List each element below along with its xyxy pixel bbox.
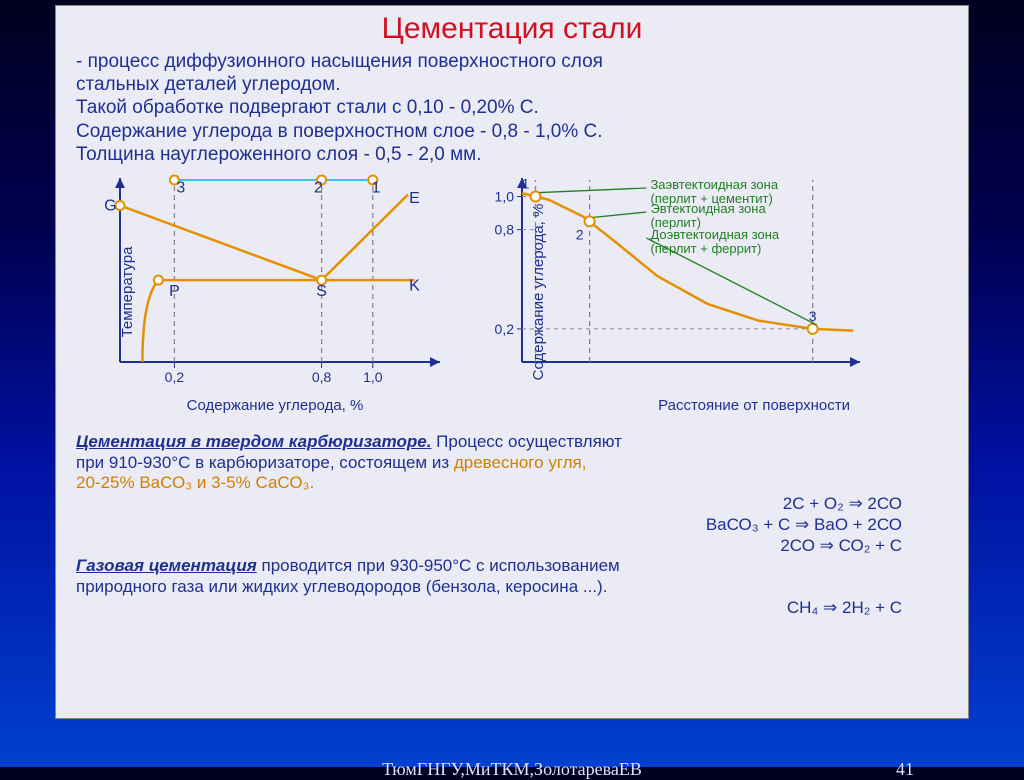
svg-text:1,0: 1,0 bbox=[495, 188, 515, 204]
svg-text:0,8: 0,8 bbox=[312, 369, 332, 385]
svg-text:0,2: 0,2 bbox=[165, 369, 185, 385]
intro-line: - процесс диффузионного насыщения поверх… bbox=[76, 51, 603, 72]
svg-text:P: P bbox=[169, 283, 180, 300]
equation: ВаСО₃ + С ⇒ ВаО + 2СО bbox=[76, 515, 902, 536]
p2-line: при 910-930°С в карбюризаторе, состоящем… bbox=[76, 453, 454, 472]
chart2-ylabel: Содержание углерода, % bbox=[530, 204, 547, 381]
svg-text:1,0: 1,0 bbox=[363, 369, 383, 385]
svg-text:E: E bbox=[409, 190, 420, 207]
footer-page-number: 41 bbox=[896, 759, 914, 780]
p2-orange: 20-25% ВаСО₃ и 3-5% СаСО₃. bbox=[76, 473, 314, 492]
chart1-svg: 0,2 0,8 1,0 1 2 3 G E P S K bbox=[90, 170, 460, 390]
footer-center: ТюмГНГУ,МиТКМ,ЗолотареваЕВ bbox=[0, 759, 1024, 780]
chart-phase-diagram: Температура 0,2 0,8 1,0 1 2 3 G E P S K Содержание… bbox=[90, 170, 460, 414]
chart-carbon-profile: Содержание углерода, % 1,00,80,2123 Расс… bbox=[480, 170, 880, 414]
svg-text:G: G bbox=[104, 197, 116, 214]
svg-text:2: 2 bbox=[314, 179, 323, 196]
equation: СН₄ ⇒ 2Н₂ + С bbox=[76, 598, 902, 619]
p2-tail: Процесс осуществляют bbox=[431, 432, 622, 451]
equation: 2С + О₂ ⇒ 2СО bbox=[76, 494, 902, 515]
zone3-label: Доэвтектоидная зона(перлит + феррит) bbox=[650, 228, 779, 255]
charts-row: Температура 0,2 0,8 1,0 1 2 3 G E P S K Содержание… bbox=[56, 170, 968, 414]
intro-line: Содержание углерода в поверхностном слое… bbox=[76, 121, 603, 142]
equation: 2СО ⇒ СО₂ + С bbox=[76, 536, 902, 557]
chart1-ylabel: Температура bbox=[119, 246, 136, 337]
intro-text: - процесс диффузионного насыщения поверх… bbox=[76, 50, 940, 166]
svg-text:K: K bbox=[409, 277, 420, 294]
p2-orange: древесного угля, bbox=[454, 453, 587, 472]
zone2-label: Эвтектоидная зона(перлит) bbox=[650, 202, 765, 229]
svg-text:S: S bbox=[316, 283, 327, 300]
intro-line: Такой обработке подвергают стали с 0,10 … bbox=[76, 97, 539, 118]
chart2-xlabel: Расстояние от поверхности bbox=[480, 397, 880, 414]
p3-head: Газовая цементация bbox=[76, 556, 257, 575]
svg-text:1: 1 bbox=[372, 179, 381, 196]
svg-text:0,8: 0,8 bbox=[495, 221, 515, 237]
svg-text:1: 1 bbox=[522, 175, 530, 191]
intro-line: Толщина науглероженного слоя - 0,5 - 2,0… bbox=[76, 144, 482, 165]
svg-text:0,2: 0,2 bbox=[495, 321, 515, 337]
chart1-xlabel: Содержание углерода, % bbox=[90, 397, 460, 414]
svg-text:3: 3 bbox=[176, 179, 185, 196]
slide-card: Цементация стали - процесс диффузионного… bbox=[56, 6, 968, 718]
intro-line: стальных деталей углеродом. bbox=[76, 74, 340, 95]
body-text-2: Цементация в твердом карбюризаторе. Проц… bbox=[76, 432, 942, 619]
p3-tail: проводится при 930-950°С с использование… bbox=[257, 556, 620, 575]
p3-line: природного газа или жидких углеводородов… bbox=[76, 577, 607, 596]
svg-text:2: 2 bbox=[576, 226, 584, 242]
p2-head: Цементация в твердом карбюризаторе. bbox=[76, 432, 431, 451]
slide-title: Цементация стали bbox=[56, 12, 968, 46]
